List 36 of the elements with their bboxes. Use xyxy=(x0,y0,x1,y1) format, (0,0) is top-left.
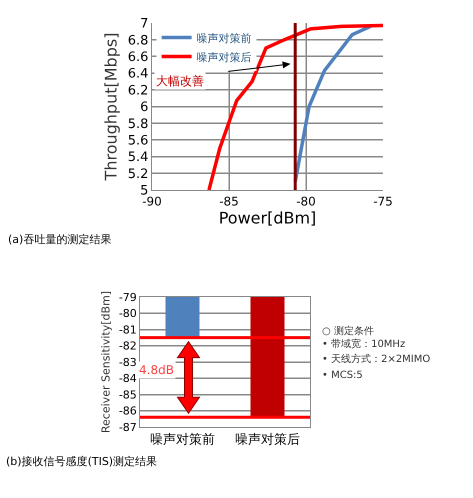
y-axis-title: Throughput[Mbps] xyxy=(102,32,121,182)
y-tick-label: -82 xyxy=(118,340,137,353)
line-series xyxy=(207,24,383,190)
x-axis-title: Power[dBm] xyxy=(218,208,316,228)
text: (b)接收信号感度(TIS)测定结果 xyxy=(6,455,158,468)
text: • MCS:5 xyxy=(322,370,363,381)
y-tick-label: -80 xyxy=(118,307,137,320)
y-tick-label: -85 xyxy=(118,388,137,402)
y-tick-label: -81 xyxy=(118,323,137,336)
y-tick-label: 7 xyxy=(140,16,148,32)
y-tick-label: 6.2 xyxy=(128,83,148,98)
y-tick-label: 5.8 xyxy=(128,116,148,132)
y-tick-label: 6.8 xyxy=(128,33,148,48)
annotation: 4.8dB xyxy=(139,363,174,377)
y-tick-label: -86 xyxy=(118,404,137,418)
y-axis-title: Receiver Sensitivity[dBm] xyxy=(99,290,112,434)
y-tick-label: 6.4 xyxy=(128,66,148,82)
y-tick-label: 5.2 xyxy=(128,166,148,182)
annotation: 大幅改善 xyxy=(156,74,204,88)
text: • 带域宽：10MHz xyxy=(322,338,406,350)
y-tick-label: -84 xyxy=(118,372,137,386)
y-tick-label: 6.6 xyxy=(128,50,148,65)
y-tick-label: -87 xyxy=(118,420,137,434)
text: ○ 测定条件 xyxy=(322,325,374,337)
y-tick-label: 6 xyxy=(140,100,148,116)
y-tick-label: 5.4 xyxy=(128,150,148,166)
legend-label: 噪声对策前 xyxy=(196,32,252,45)
y-tick-label: -83 xyxy=(118,356,137,369)
y-tick-label: -79 xyxy=(118,290,137,304)
text: (a)吞吐量的测定结果 xyxy=(8,233,112,246)
x-tick-label: -85 xyxy=(219,194,239,208)
x-tick-label: -80 xyxy=(296,194,316,208)
y-tick-label: 5.6 xyxy=(128,133,148,148)
text: • 天线方式：2×2MIMO xyxy=(322,353,430,365)
legend-label: 噪声对策后 xyxy=(196,50,252,64)
x-tick-label: -75 xyxy=(373,194,393,208)
